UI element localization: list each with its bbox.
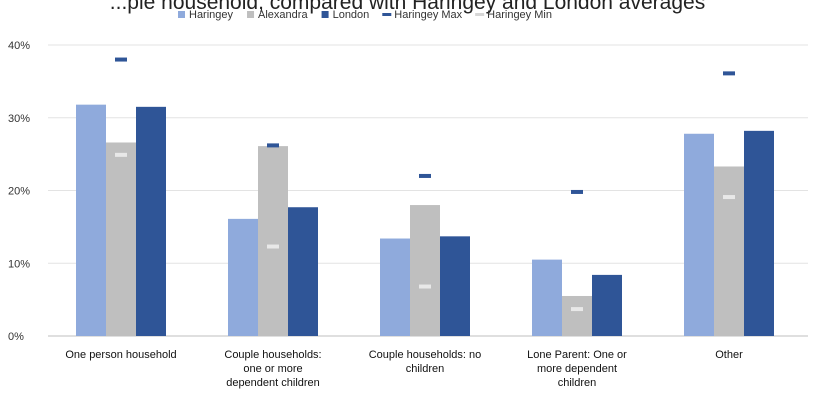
bar-london: [288, 207, 318, 336]
range-markers: [115, 57, 735, 312]
marker-haringey-min: [267, 244, 279, 249]
bar-alexandra: [562, 295, 592, 336]
legend-label: Haringey Min: [487, 9, 552, 21]
marker-haringey-min: [115, 152, 127, 157]
marker-haringey-min: [723, 195, 735, 200]
marker-haringey-max: [571, 189, 583, 194]
x-tick-label: more dependent: [537, 363, 617, 375]
y-tick-label: 0%: [8, 331, 24, 343]
bar-alexandra: [258, 146, 288, 336]
bar-alexandra: [106, 142, 136, 336]
y-tick-label: 40%: [8, 40, 30, 52]
marker-haringey-max: [267, 143, 279, 148]
x-tick-label: Other: [715, 349, 743, 361]
chart-title-partial: ...ple household, compared with Haringey…: [109, 0, 706, 14]
bar-alexandra: [410, 205, 440, 336]
legend-swatch: [382, 13, 392, 16]
legend-swatch: [475, 13, 485, 16]
legend-label: Haringey Max: [394, 9, 462, 21]
marker-haringey-max: [723, 71, 735, 76]
marker-haringey-max: [419, 173, 431, 178]
bar-alexandra: [714, 166, 744, 336]
y-tick-label: 20%: [8, 186, 30, 198]
bar-haringey: [532, 259, 562, 336]
bar-london: [592, 274, 622, 336]
x-tick-label: Lone Parent: One or: [527, 349, 627, 361]
x-tick-label: One person household: [65, 349, 176, 361]
legend: Haringey Alexandra London Haringey Max Harin…: [178, 9, 552, 21]
x-tick-label: one or more: [243, 363, 302, 375]
bar-haringey: [684, 133, 714, 336]
x-tick-label: Couple households:: [224, 349, 321, 361]
legend-swatch: [247, 11, 255, 18]
bar-haringey: [228, 218, 258, 336]
bar-haringey: [380, 238, 410, 336]
x-tick-label: dependent children: [226, 377, 320, 389]
x-tick-label: Couple households: no: [369, 349, 482, 361]
marker-haringey-min: [571, 307, 583, 312]
bar-london: [136, 106, 166, 337]
x-tick-label: children: [406, 363, 445, 375]
legend-swatch: [321, 11, 329, 18]
bar-haringey: [76, 104, 106, 336]
marker-haringey-min: [419, 284, 431, 289]
bar-london: [440, 236, 470, 336]
legend-label: Alexandra: [258, 9, 308, 21]
bar-london: [744, 130, 774, 336]
legend-swatch: [178, 11, 185, 18]
y-tick-label: 10%: [8, 258, 30, 270]
bars: [76, 104, 774, 337]
y-tick-label: 30%: [8, 113, 30, 125]
legend-label: Haringey: [189, 9, 234, 21]
legend-label: London: [333, 9, 370, 21]
marker-haringey-max: [115, 57, 127, 62]
axes: 0% 10% 20% 30% 40% One person household Couple…: [8, 40, 743, 389]
x-tick-label: children: [558, 377, 597, 389]
